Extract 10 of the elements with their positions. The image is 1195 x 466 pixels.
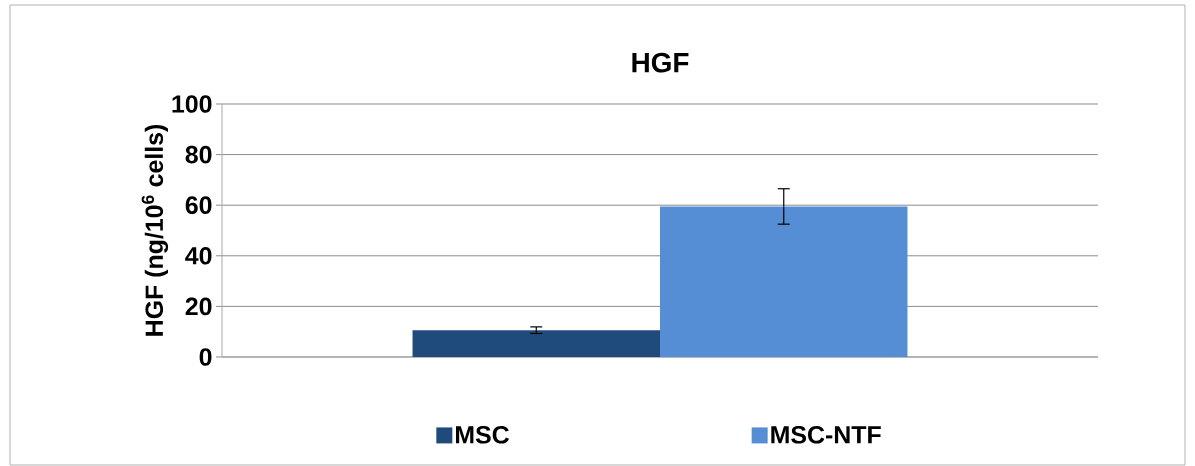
y-tick-label: 20 [185, 297, 212, 316]
y-tick-label: 100 [172, 95, 212, 113]
legend-label: MSC-NTF [771, 425, 881, 444]
legend-label: MSC [455, 425, 509, 444]
y-tick-label: 40 [185, 246, 212, 265]
y-tick-label: 0 [199, 348, 212, 366]
chart-title: HGF [632, 52, 689, 73]
y-axis-title: HGF (ng/10$^{6}$ cells) [141, 124, 169, 336]
y-tick-label: 60 [185, 196, 212, 215]
y-tick-label: 80 [185, 145, 212, 164]
